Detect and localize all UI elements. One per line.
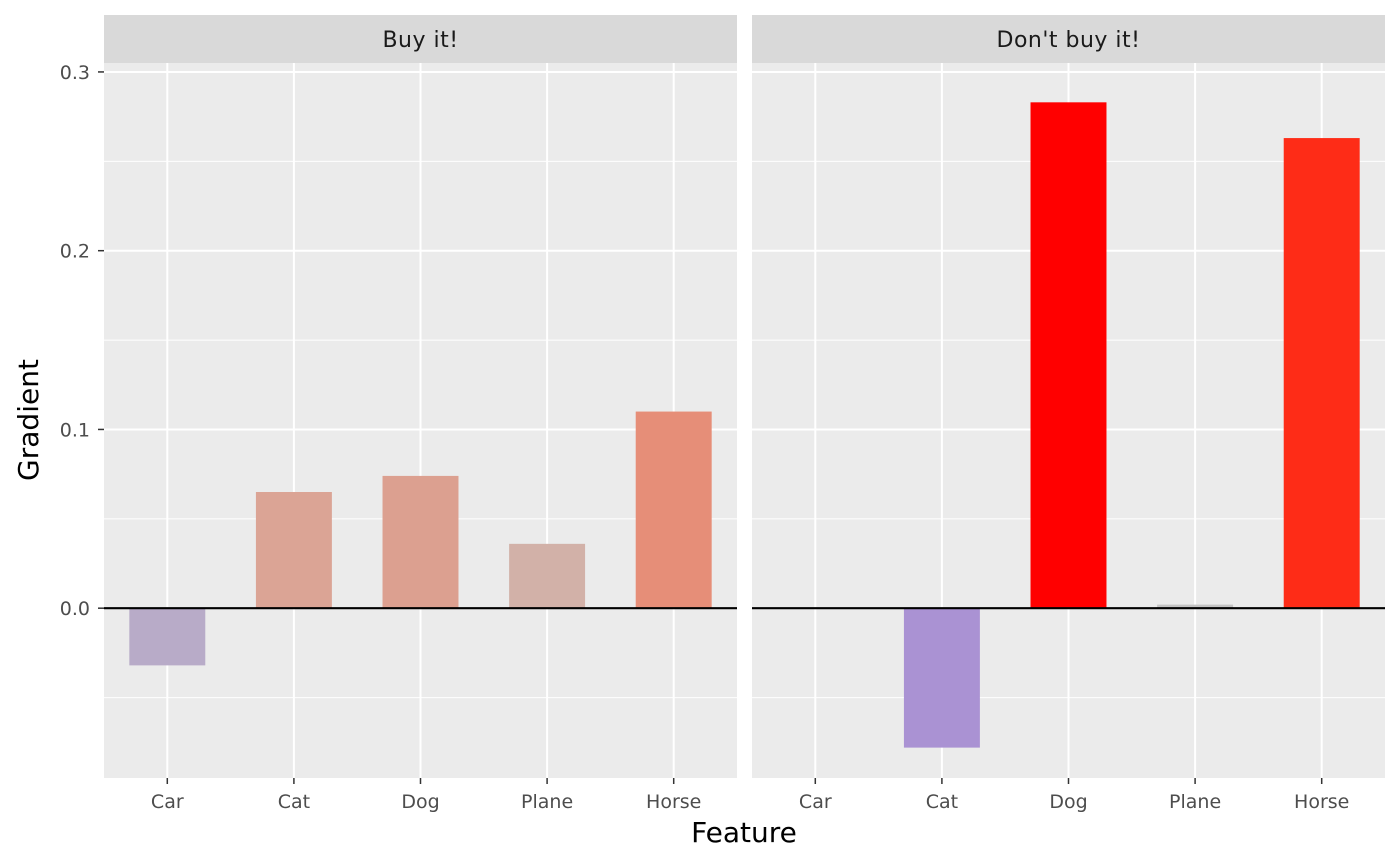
bar-car	[129, 608, 206, 666]
y-tick-label: 0.1	[60, 419, 90, 441]
y-tick-label: 0.3	[60, 62, 90, 84]
y-tick-label: 0.2	[60, 241, 90, 263]
x-tick-label: Dog	[1049, 791, 1087, 813]
chart-panels: Buy it! Car Cat Dog Plane Horse Don't buy it! C…	[104, 15, 1385, 813]
x-tick-label: Plane	[521, 791, 573, 813]
bar-horse	[1283, 138, 1360, 609]
x-tick-label: Horse	[646, 791, 701, 813]
x-tick-label: Horse	[1294, 791, 1349, 813]
bar-horse	[635, 411, 712, 609]
x-tick-label: Cat	[278, 791, 310, 813]
y-tick-label: 0.0	[60, 598, 90, 620]
facet-panel: Buy it! Car Cat Dog Plane Horse	[104, 15, 737, 813]
bar-dog	[1030, 102, 1107, 609]
facet-panel: Don't buy it! Car Cat Dog Plane Horse	[752, 15, 1385, 813]
y-axis-title: Gradient	[12, 359, 45, 481]
bar-cat	[255, 492, 332, 609]
bar-cat	[903, 608, 980, 748]
x-tick-label: Dog	[401, 791, 439, 813]
facet-strip	[104, 15, 737, 63]
x-tick-label: Car	[799, 791, 832, 813]
bar-plane	[509, 543, 586, 609]
bar-dog	[382, 475, 459, 609]
facet-strip-label: Don't buy it!	[997, 28, 1141, 53]
facet-strip	[752, 15, 1385, 63]
bar-plane	[1157, 604, 1234, 609]
x-tick-label: Car	[151, 791, 184, 813]
x-axis-title: Feature	[691, 816, 797, 849]
x-tick-label: Cat	[926, 791, 958, 813]
y-axis: 0.0 0.1 0.2 0.3	[60, 62, 104, 620]
x-tick-label: Plane	[1169, 791, 1221, 813]
facet-strip-label: Buy it!	[382, 28, 458, 53]
